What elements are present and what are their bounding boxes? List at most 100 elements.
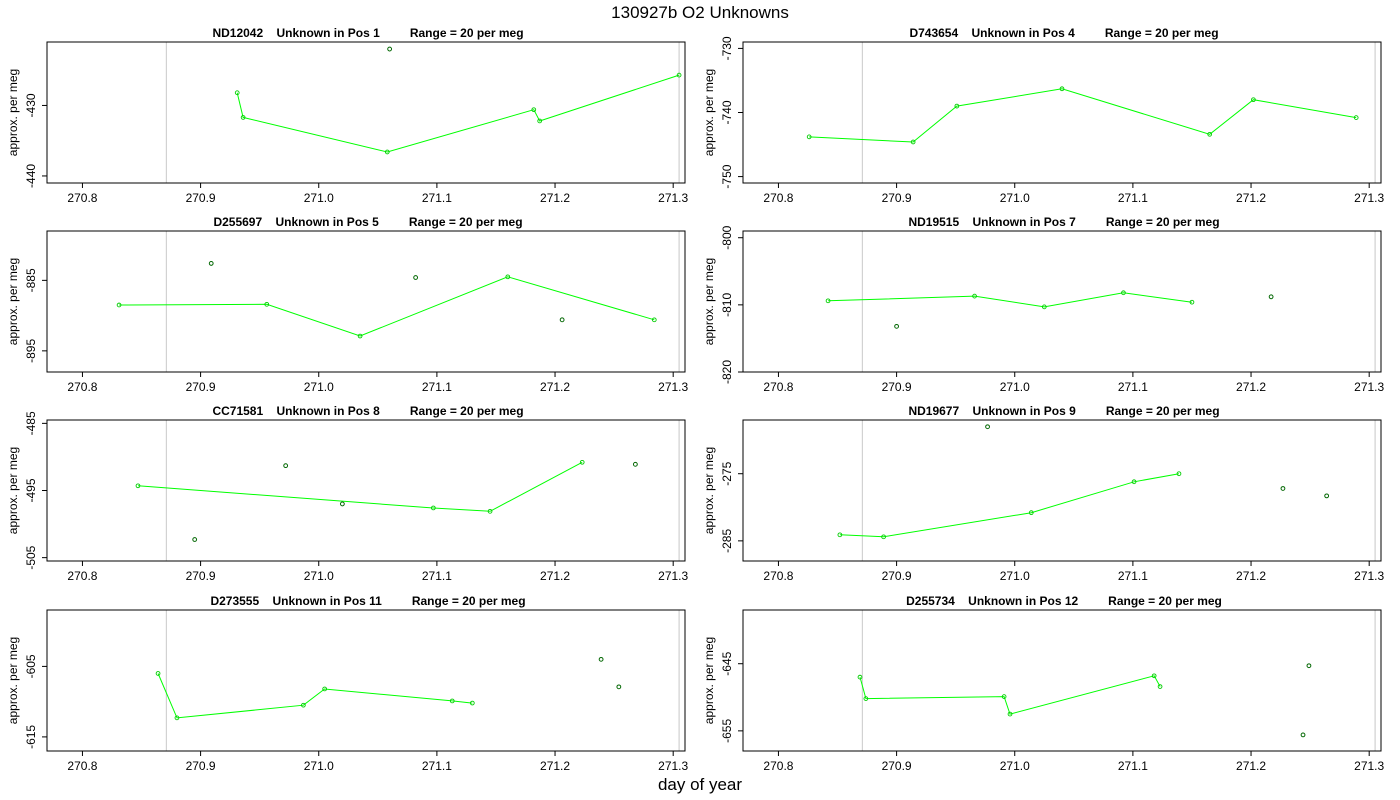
y-tick-label: -820 bbox=[720, 360, 734, 384]
x-tick-label: 271.1 bbox=[422, 191, 452, 205]
x-tick-label: 271.3 bbox=[1354, 569, 1384, 583]
panel-title: D743654 Unknown in Pos 4 Range = 20 per … bbox=[909, 26, 1218, 40]
x-tick-label: 271.0 bbox=[1000, 380, 1030, 394]
outlier-point bbox=[559, 317, 565, 323]
x-tick-label: 271.3 bbox=[1354, 380, 1384, 394]
plot-frame bbox=[742, 609, 1382, 752]
x-tick-label: 271.1 bbox=[1118, 759, 1148, 773]
y-tick-label: -430 bbox=[24, 93, 38, 117]
y-tick-label: -740 bbox=[720, 100, 734, 124]
y-tick-label: -730 bbox=[720, 36, 734, 60]
plot-frame bbox=[742, 230, 1382, 373]
x-axis-title: day of year bbox=[657, 775, 743, 794]
y-axis-label: approx. per meg bbox=[6, 258, 20, 345]
y-tick-label: -800 bbox=[720, 225, 734, 249]
data-point bbox=[651, 317, 657, 323]
panel-title: ND19677 Unknown in Pos 9 Range = 20 per … bbox=[908, 404, 1219, 418]
data-point bbox=[264, 301, 270, 307]
x-tick-label: 271.2 bbox=[1236, 380, 1266, 394]
y-tick-label: -895 bbox=[24, 339, 38, 363]
plot-area bbox=[165, 42, 682, 183]
data-point bbox=[531, 107, 537, 113]
panel-title: D255734 Unknown in Pos 12 Range = 20 per… bbox=[906, 594, 1222, 608]
data-point bbox=[174, 715, 180, 721]
data-point bbox=[1007, 711, 1013, 717]
y-axis-label: approx. per meg bbox=[6, 447, 20, 534]
plot-area bbox=[155, 610, 680, 751]
data-point bbox=[579, 459, 585, 465]
panel-title: CC71581 Unknown in Pos 8 Range = 20 per … bbox=[212, 404, 523, 418]
data-point bbox=[857, 674, 863, 680]
x-tick-label: 270.9 bbox=[186, 569, 216, 583]
x-tick-label: 271.0 bbox=[304, 191, 334, 205]
x-tick-label: 270.8 bbox=[67, 569, 97, 583]
x-tick-label: 270.9 bbox=[882, 380, 912, 394]
y-tick-label: -605 bbox=[24, 654, 38, 678]
data-point bbox=[1157, 684, 1163, 689]
plot-frame bbox=[46, 419, 686, 562]
y-tick-label: -750 bbox=[720, 164, 734, 188]
panel-1: 270.8 270.9 271.0 271.1 271.2 271.3 -430 -440 ap… bbox=[6, 26, 689, 205]
y-tick-label: -655 bbox=[720, 719, 734, 743]
plot-frame bbox=[46, 609, 686, 752]
x-tick-label: 271.3 bbox=[1354, 759, 1384, 773]
y-axis-label: approx. per meg bbox=[702, 637, 716, 724]
data-point bbox=[1028, 510, 1034, 516]
x-tick-label: 271.0 bbox=[1000, 191, 1030, 205]
plot-frame bbox=[742, 419, 1382, 562]
series-line bbox=[859, 675, 1161, 715]
data-point bbox=[505, 274, 511, 280]
series-line bbox=[137, 461, 583, 512]
series-line bbox=[119, 276, 655, 337]
x-tick-label: 270.8 bbox=[763, 569, 793, 583]
x-tick-label: 271.1 bbox=[1118, 191, 1148, 205]
data-point bbox=[1041, 304, 1047, 310]
x-tick-label: 270.9 bbox=[186, 759, 216, 773]
outlier-point bbox=[632, 461, 638, 467]
data-point bbox=[537, 118, 543, 124]
panel-title: ND19515 Unknown in Pos 7 Range = 20 per … bbox=[908, 215, 1219, 229]
data-point bbox=[322, 686, 327, 692]
series-line bbox=[828, 292, 1193, 308]
x-tick-label: 270.9 bbox=[186, 380, 216, 394]
x-tick-label: 271.0 bbox=[1000, 569, 1030, 583]
x-tick-label: 270.9 bbox=[882, 191, 912, 205]
x-tick-label: 271.3 bbox=[1354, 191, 1384, 205]
panel-title: D255697 Unknown in Pos 5 Range = 20 per … bbox=[213, 215, 522, 229]
data-point bbox=[1176, 471, 1182, 477]
y-tick-label: -275 bbox=[720, 461, 734, 485]
series-line bbox=[157, 673, 473, 719]
x-tick-label: 270.9 bbox=[882, 569, 912, 583]
data-point bbox=[384, 149, 390, 155]
panel-7: 270.8 270.9 271.0 271.1 271.2 271.3 -605 -615 ap… bbox=[6, 594, 689, 773]
y-tick-label: -885 bbox=[24, 268, 38, 292]
y-tick-label: -285 bbox=[720, 529, 734, 553]
data-point bbox=[1189, 299, 1195, 305]
data-point bbox=[1207, 131, 1213, 137]
y-axis-label: approx. per meg bbox=[6, 69, 20, 156]
data-point bbox=[155, 671, 161, 676]
y-tick-label: -495 bbox=[24, 478, 38, 502]
series-line bbox=[236, 74, 680, 153]
data-point bbox=[135, 483, 141, 489]
y-axis-label: approx. per meg bbox=[702, 258, 716, 345]
data-point bbox=[1251, 97, 1256, 103]
y-axis-label: approx. per meg bbox=[702, 447, 716, 534]
x-tick-label: 271.2 bbox=[540, 191, 570, 205]
panel-5: 270.8 270.9 271.0 271.1 271.2 271.3 -485 -495 -5… bbox=[6, 404, 689, 583]
x-tick-label: 271.0 bbox=[304, 380, 334, 394]
outlier-point bbox=[192, 537, 198, 542]
x-tick-label: 271.2 bbox=[540, 380, 570, 394]
x-tick-label: 270.8 bbox=[763, 759, 793, 773]
data-point bbox=[1001, 694, 1007, 699]
x-tick-label: 271.0 bbox=[304, 759, 334, 773]
x-tick-label: 271.3 bbox=[658, 380, 688, 394]
x-tick-label: 270.9 bbox=[186, 191, 216, 205]
data-point bbox=[863, 696, 869, 701]
panel-title: D273555 Unknown in Pos 11 Range = 20 per… bbox=[210, 594, 525, 608]
data-point bbox=[240, 115, 246, 120]
data-point bbox=[116, 302, 122, 308]
x-tick-label: 270.8 bbox=[67, 759, 97, 773]
data-point bbox=[1151, 673, 1157, 679]
plot-area bbox=[135, 420, 680, 561]
